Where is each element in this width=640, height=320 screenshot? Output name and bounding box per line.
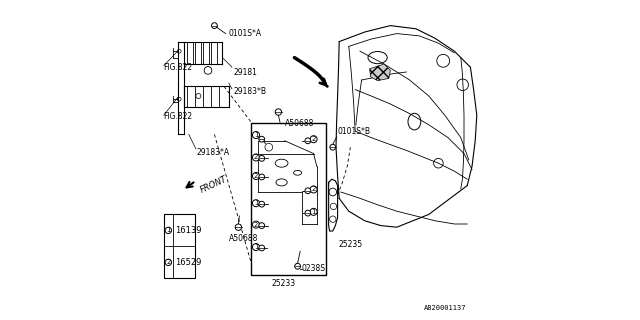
Circle shape <box>330 216 336 222</box>
Text: 16529: 16529 <box>175 258 201 267</box>
Circle shape <box>259 245 265 251</box>
Circle shape <box>211 23 218 28</box>
Text: 0101S*A: 0101S*A <box>229 29 262 38</box>
Polygon shape <box>370 64 390 81</box>
Circle shape <box>252 154 260 161</box>
Circle shape <box>252 244 260 251</box>
Circle shape <box>259 201 265 207</box>
Text: 1: 1 <box>311 209 316 215</box>
Text: 2: 2 <box>254 173 258 179</box>
Text: 16139: 16139 <box>175 226 201 235</box>
Text: 2: 2 <box>312 136 316 142</box>
Text: 1: 1 <box>253 244 259 250</box>
Circle shape <box>177 49 181 53</box>
Circle shape <box>310 208 317 215</box>
Circle shape <box>259 223 265 228</box>
Text: 0238S: 0238S <box>301 264 326 273</box>
Circle shape <box>310 136 317 143</box>
Circle shape <box>310 186 317 193</box>
Circle shape <box>275 109 282 115</box>
Text: A50688: A50688 <box>229 234 258 243</box>
Circle shape <box>165 227 172 234</box>
Circle shape <box>177 97 181 101</box>
Circle shape <box>204 67 212 74</box>
Circle shape <box>236 224 242 230</box>
Circle shape <box>295 263 301 269</box>
Circle shape <box>330 203 337 210</box>
Circle shape <box>434 158 443 168</box>
Text: A820001137: A820001137 <box>424 305 467 311</box>
Text: FIG.822: FIG.822 <box>163 63 193 72</box>
Text: FIG.822: FIG.822 <box>163 112 193 121</box>
Text: 25235: 25235 <box>339 240 362 249</box>
Text: 2: 2 <box>254 155 258 160</box>
Ellipse shape <box>276 179 287 186</box>
Circle shape <box>329 188 337 196</box>
Ellipse shape <box>294 170 301 175</box>
Text: A50688: A50688 <box>285 119 314 128</box>
Text: 0101S*B: 0101S*B <box>338 127 371 136</box>
Circle shape <box>305 188 311 194</box>
Circle shape <box>457 79 468 91</box>
Ellipse shape <box>275 159 288 167</box>
Circle shape <box>259 156 265 161</box>
Circle shape <box>436 54 449 67</box>
Text: 2: 2 <box>312 187 316 192</box>
Circle shape <box>330 144 336 150</box>
Circle shape <box>165 259 172 266</box>
Bar <box>251 123 326 275</box>
Circle shape <box>196 93 201 99</box>
Text: 2: 2 <box>166 260 170 265</box>
Text: 29183*B: 29183*B <box>234 87 267 96</box>
Text: 1: 1 <box>253 200 259 206</box>
Text: 29181: 29181 <box>234 68 257 76</box>
Ellipse shape <box>368 52 387 64</box>
Circle shape <box>259 136 265 142</box>
Text: FRONT: FRONT <box>198 175 228 195</box>
Circle shape <box>252 200 260 207</box>
Circle shape <box>252 172 260 180</box>
Text: 29183*A: 29183*A <box>197 148 230 156</box>
Circle shape <box>252 132 260 139</box>
Circle shape <box>305 138 311 144</box>
Circle shape <box>265 143 273 151</box>
Ellipse shape <box>408 113 421 130</box>
Text: 25233: 25233 <box>272 279 296 288</box>
Circle shape <box>305 210 311 216</box>
Circle shape <box>252 221 260 228</box>
Bar <box>164 214 195 278</box>
Text: 1: 1 <box>253 132 259 138</box>
Text: 2: 2 <box>254 222 258 228</box>
Text: 1: 1 <box>166 228 171 233</box>
Circle shape <box>259 174 265 180</box>
